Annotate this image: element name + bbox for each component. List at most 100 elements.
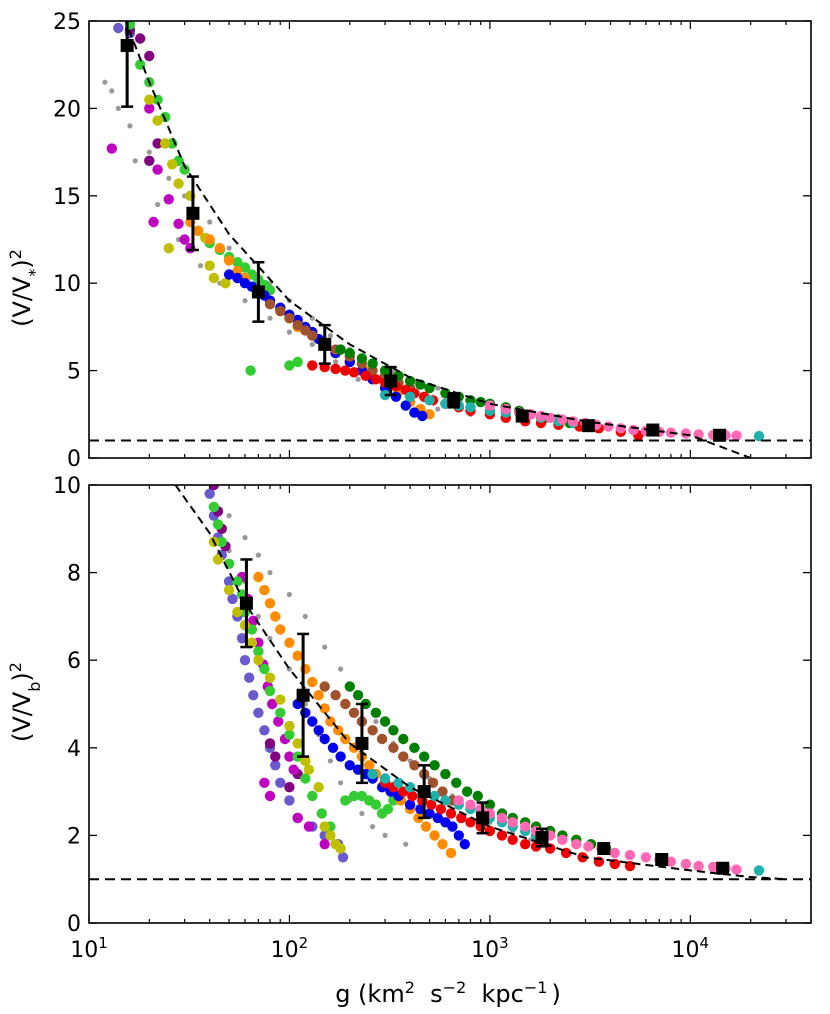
data-point [333, 359, 339, 365]
data-point [367, 768, 378, 780]
data-point [267, 570, 273, 576]
data-point [327, 758, 333, 764]
data-point [472, 790, 483, 802]
binned-point [384, 365, 398, 397]
plot-frame [88, 20, 812, 459]
data-point [144, 50, 155, 62]
data-point [146, 149, 152, 155]
data-point [223, 269, 235, 280]
data-point [275, 707, 286, 718]
data-point [144, 155, 155, 166]
data-point [465, 402, 476, 413]
data-point [609, 847, 620, 859]
data-point [163, 243, 174, 254]
binned-point [515, 409, 529, 423]
data-point [227, 593, 238, 605]
data-point [204, 488, 215, 499]
data-point [307, 330, 318, 341]
data-point [404, 799, 416, 810]
data-point [335, 344, 346, 355]
data-point [731, 430, 742, 441]
data-point [214, 243, 226, 254]
series-gray-upper [109, 88, 462, 398]
data-point [316, 808, 327, 819]
binned-point [186, 175, 200, 252]
data-point [382, 832, 388, 839]
data-point [204, 260, 215, 271]
binned-marker [597, 842, 611, 856]
series-darkmagenta [208, 485, 303, 793]
binned-marker [476, 811, 490, 825]
data-point [303, 821, 315, 832]
y-tick-label: 25 [53, 10, 81, 35]
data-point [437, 839, 448, 850]
data-point [344, 760, 355, 771]
data-point [393, 777, 404, 788]
data-point [284, 720, 295, 732]
data-point [432, 812, 443, 824]
data-point [680, 858, 692, 870]
top-binned-points [120, 21, 727, 442]
data-point [275, 624, 286, 635]
data-point [242, 535, 248, 541]
data-point [335, 751, 346, 762]
data-point [459, 839, 470, 850]
binned-marker [713, 428, 727, 442]
data-point [270, 611, 281, 622]
binned-point [713, 428, 727, 442]
data-point [246, 637, 258, 648]
data-point [424, 395, 435, 406]
data-point [338, 666, 344, 672]
data-point [267, 315, 273, 321]
data-point [330, 690, 341, 701]
data-point [628, 424, 639, 436]
data-point [292, 738, 303, 749]
data-point [496, 830, 508, 841]
data-point [640, 852, 652, 863]
data-point [344, 681, 355, 692]
binned-point [646, 423, 660, 437]
data-point [292, 650, 303, 661]
data-point [376, 733, 388, 745]
data-point [435, 803, 447, 815]
bottom-y-axis-label: (V/Vb)2 [6, 662, 44, 742]
data-point [208, 272, 220, 284]
binned-point [476, 801, 490, 835]
data-point [148, 216, 159, 228]
data-point [356, 353, 368, 364]
binned-marker [120, 38, 134, 52]
x-tick-label: 102 [271, 934, 309, 963]
data-point [292, 812, 303, 824]
binned-marker [239, 596, 253, 610]
data-point [437, 786, 448, 797]
data-point [753, 865, 765, 876]
data-point [319, 703, 330, 714]
data-point [135, 33, 146, 44]
data-point [132, 158, 138, 164]
binned-point [318, 323, 332, 365]
data-point [731, 864, 742, 875]
data-point [197, 263, 204, 269]
data-point [340, 365, 351, 376]
data-point [173, 178, 184, 189]
data-point [264, 685, 276, 697]
data-point [313, 782, 324, 793]
data-point [465, 817, 476, 828]
binned-marker [581, 419, 595, 433]
data-point [359, 810, 365, 817]
data-point [319, 821, 330, 832]
data-point [264, 790, 276, 802]
data-point [507, 834, 518, 845]
data-point [680, 428, 692, 439]
data-point [409, 760, 420, 771]
y-tick-label: 6 [67, 649, 81, 674]
data-point [461, 786, 473, 797]
binned-marker [535, 831, 549, 845]
bottom-scatter-points [204, 485, 765, 876]
data-point [355, 376, 361, 382]
y-tick-label: 0 [67, 447, 81, 472]
data-point [615, 423, 626, 434]
data-point [370, 824, 376, 830]
data-point [420, 821, 432, 832]
data-point [179, 234, 190, 245]
